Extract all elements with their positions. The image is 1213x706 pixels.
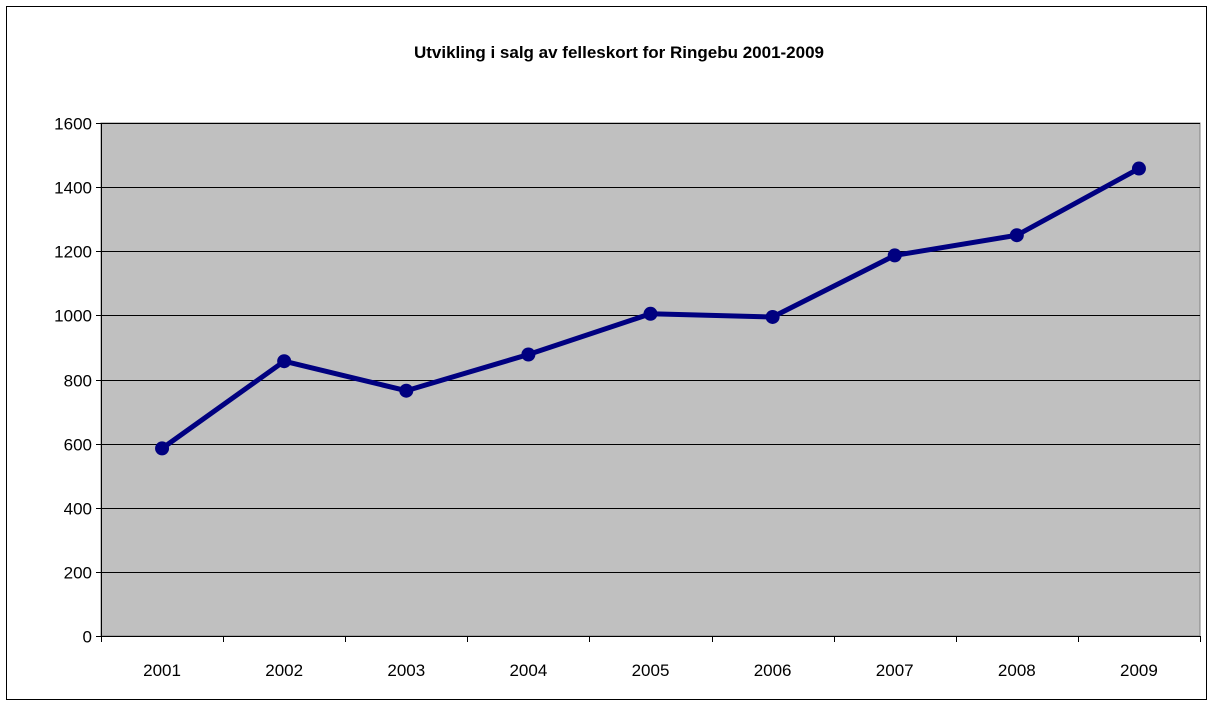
y-tick-label: 1200 xyxy=(54,243,92,262)
axes: 0 200 400 600 800 1000 1200 1400 1600 2001 2002 200… xyxy=(54,115,1201,680)
y-tick-label: 1400 xyxy=(54,179,92,198)
y-tick-label: 1600 xyxy=(54,115,92,134)
data-point xyxy=(1009,228,1024,243)
data-point xyxy=(155,441,170,456)
data-point xyxy=(887,248,902,263)
data-point xyxy=(521,347,536,362)
y-tick-label: 200 xyxy=(64,564,92,583)
x-tick-label: 2001 xyxy=(143,661,181,680)
plot-area xyxy=(100,122,1201,637)
y-tick-label: 600 xyxy=(64,436,92,455)
x-tick-label: 2004 xyxy=(509,661,547,680)
y-tick-label: 800 xyxy=(64,372,92,391)
x-tick-label: 2005 xyxy=(632,661,670,680)
y-tick-label: 0 xyxy=(83,628,92,647)
x-tick-label: 2003 xyxy=(387,661,425,680)
data-point xyxy=(399,383,414,398)
data-point xyxy=(1131,161,1146,176)
series-layer xyxy=(155,161,1146,456)
data-point xyxy=(277,354,292,369)
chart-title: Utvikling i salg av felleskort for Ringe… xyxy=(414,43,824,62)
x-tick-label: 2002 xyxy=(265,661,303,680)
x-tick-label: 2007 xyxy=(876,661,914,680)
data-point xyxy=(643,306,658,321)
x-tick-label: 2009 xyxy=(1120,661,1158,680)
x-tick-label: 2006 xyxy=(754,661,792,680)
x-tick-label: 2008 xyxy=(998,661,1036,680)
data-point xyxy=(765,309,780,324)
y-tick-label: 1000 xyxy=(54,307,92,326)
y-tick-label: 400 xyxy=(64,500,92,519)
